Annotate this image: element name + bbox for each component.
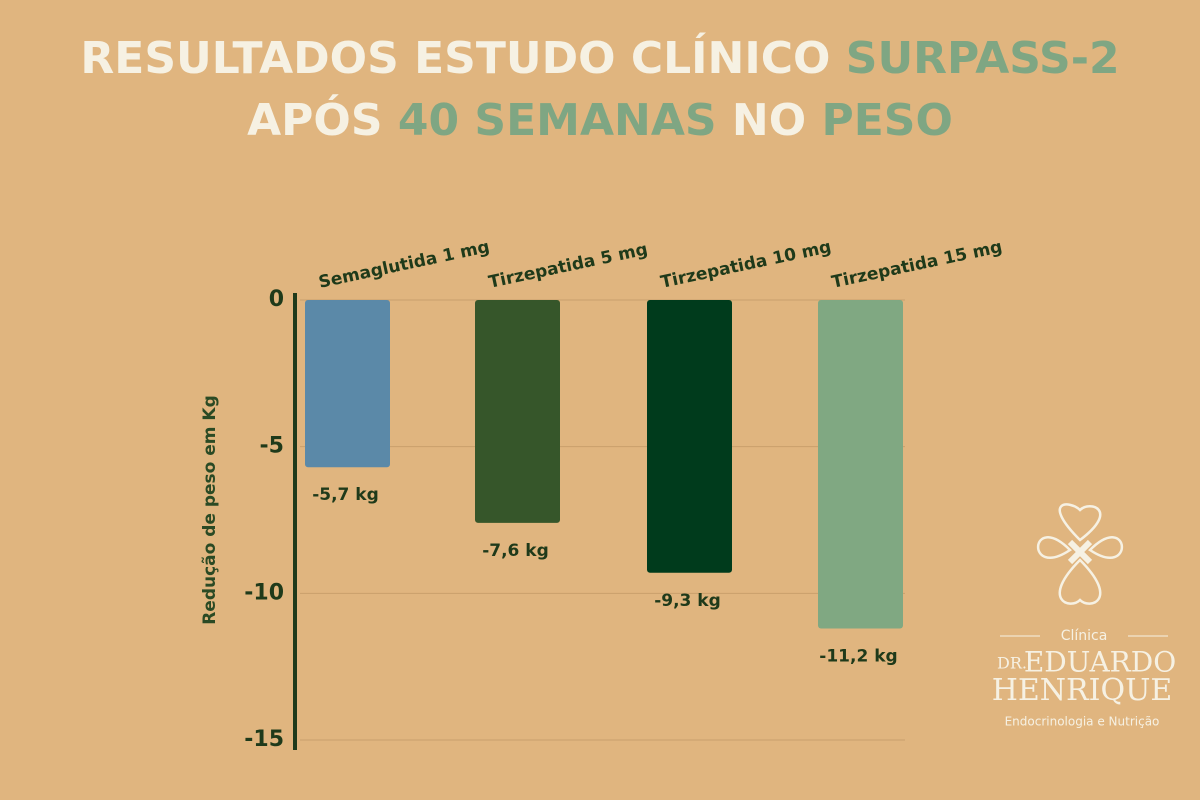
bar (475, 300, 560, 523)
title-part: RESULTADOS ESTUDO CLÍNICO (80, 33, 831, 84)
logo-petal (1058, 558, 1102, 605)
logo-petal (1088, 536, 1124, 559)
logo-text: HENRIQUE (992, 673, 1173, 708)
logo-petal (1036, 536, 1072, 559)
logo-text: Endocrinologia e Nutrição (1005, 715, 1160, 729)
logo (1000, 503, 1168, 637)
logo-text: EDUARDO (1024, 646, 1176, 679)
value-label: -11,2 kg (819, 647, 897, 667)
title-part: SURPASS-2 (845, 33, 1120, 84)
x-tick-label: Tirzepatida 10 mg (659, 237, 833, 293)
x-tick-label: Tirzepatida 5 mg (487, 240, 650, 293)
chart-title: RESULTADOS ESTUDO CLÍNICO SURPASS-2 APÓS… (40, 28, 1160, 152)
x-tick-label: Tirzepatida 15 mg (830, 237, 1004, 293)
title-part: PESO (821, 95, 953, 146)
value-label: -7,6 kg (482, 541, 549, 561)
bar (818, 300, 903, 629)
title-part: APÓS (247, 95, 383, 146)
logo-text: DR. (997, 654, 1027, 673)
bar (647, 300, 732, 573)
title-part: NO (731, 95, 807, 146)
y-tick-label: -15 (244, 727, 284, 752)
x-tick-label: Semaglutida 1 mg (317, 237, 492, 293)
y-tick-label: -5 (260, 434, 284, 459)
y-tick-label: -10 (244, 580, 284, 605)
y-axis-label: Redução de peso em Kg (200, 395, 220, 625)
logo-text: Clínica (1061, 628, 1108, 644)
title-part: 40 (397, 95, 460, 146)
title-part: SEMANAS (474, 95, 717, 146)
bar (305, 300, 390, 468)
y-tick-label: 0 (269, 287, 284, 312)
value-label: -9,3 kg (654, 591, 721, 611)
logo-petal (1058, 503, 1102, 542)
logo-cross (1067, 539, 1093, 565)
value-label: -5,7 kg (312, 485, 379, 505)
